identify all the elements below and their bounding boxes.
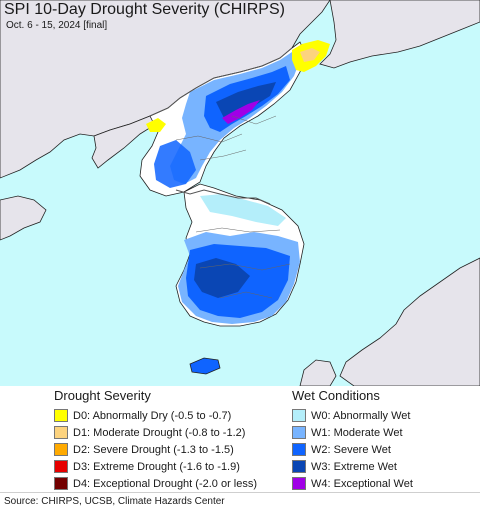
legend-label-w4: W4: Exceptional Wet <box>311 477 413 490</box>
legend-label-d0: D0: Abnormally Dry (-0.5 to -0.7) <box>73 409 232 422</box>
swatch-d4 <box>54 477 68 490</box>
map-canvas <box>0 0 480 386</box>
nk-west-wet <box>154 140 196 188</box>
legend-label-d3: D3: Extreme Drought (-1.6 to -1.9) <box>73 460 240 473</box>
drought-map <box>0 0 480 386</box>
nk-dry-d1 <box>300 48 320 62</box>
legend-item-w3: W3: Extreme Wet <box>292 458 413 475</box>
japan-land <box>339 257 480 386</box>
china-korea-border <box>149 47 293 117</box>
source-footer: Source: CHIRPS, UCSB, Climate Hazards Ce… <box>0 492 480 510</box>
province-lines-north <box>175 115 277 161</box>
map-subtitle: Oct. 6 - 15, 2024 [final] <box>6 20 108 31</box>
legend: Drought Severity D0: Abnormally Dry (-0.… <box>0 386 480 490</box>
legend-item-w1: W1: Moderate Wet <box>292 424 413 441</box>
china-coast-west <box>0 195 47 241</box>
legend-item-d4: D4: Exceptional Drought (-2.0 or less) <box>54 475 257 492</box>
swatch-d2 <box>54 443 68 456</box>
province-lines-south <box>195 227 291 299</box>
legend-item-d2: D2: Severe Drought (-1.3 to -1.5) <box>54 441 257 458</box>
japan-kyushu <box>299 359 337 386</box>
legend-label-d2: D2: Severe Drought (-1.3 to -1.5) <box>73 443 234 456</box>
legend-item-d0: D0: Abnormally Dry (-0.5 to -0.7) <box>54 407 257 424</box>
swatch-d0 <box>54 409 68 422</box>
sk-north-w0 <box>200 194 286 226</box>
legend-label-w1: W1: Moderate Wet <box>311 426 403 439</box>
legend-label-w0: W0: Abnormally Wet <box>311 409 411 422</box>
legend-item-w4: W4: Exceptional Wet <box>292 475 413 492</box>
legend-label-d1: D1: Moderate Drought (-0.8 to -1.2) <box>73 426 246 439</box>
legend-label-w3: W3: Extreme Wet <box>311 460 397 473</box>
nk-wet-w3 <box>216 82 276 118</box>
legend-item-d3: D3: Extreme Drought (-1.6 to -1.9) <box>54 458 257 475</box>
swatch-d3 <box>54 460 68 473</box>
swatch-w0 <box>292 409 306 422</box>
jeju-island <box>189 357 221 375</box>
russia-land <box>319 0 480 69</box>
map-title: SPI 10-Day Drought Severity (CHIRPS) <box>4 1 285 18</box>
nk-wet-w4 <box>222 100 260 124</box>
legend-item-w0: W0: Abnormally Wet <box>292 407 413 424</box>
dmz-border <box>175 189 271 205</box>
drought-legend-heading: Drought Severity <box>54 388 151 403</box>
swatch-w1 <box>292 426 306 439</box>
wet-legend: Wet Conditions W0: Abnormally Wet W1: Mo… <box>292 388 413 492</box>
liaodong-peninsula <box>91 115 157 169</box>
swatch-w3 <box>292 460 306 473</box>
legend-label-d4: D4: Exceptional Drought (-2.0 or less) <box>73 477 258 490</box>
sk-wet-w3 <box>194 258 250 298</box>
legend-label-w2: W2: Severe Wet <box>311 443 391 456</box>
wet-legend-heading: Wet Conditions <box>292 388 380 403</box>
swatch-w2 <box>292 443 306 456</box>
legend-item-d1: D1: Moderate Drought (-0.8 to -1.2) <box>54 424 257 441</box>
nk-west-dry <box>146 118 166 132</box>
legend-item-w2: W2: Severe Wet <box>292 441 413 458</box>
swatch-d1 <box>54 426 68 439</box>
swatch-w4 <box>292 477 306 490</box>
drought-legend: Drought Severity D0: Abnormally Dry (-0.… <box>54 388 257 492</box>
